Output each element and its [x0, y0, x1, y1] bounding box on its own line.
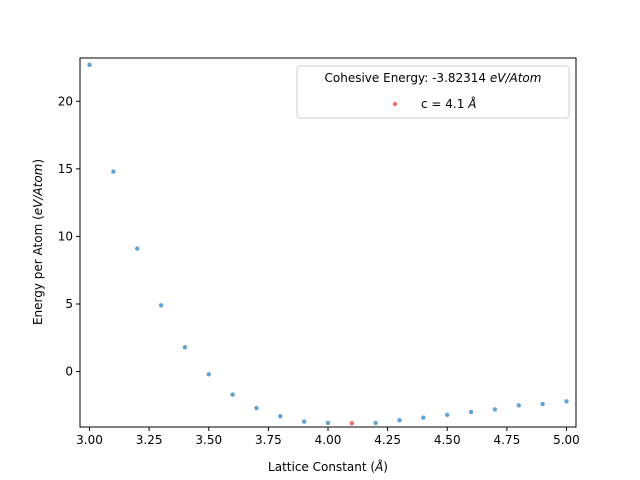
data-point	[301, 419, 307, 424]
y-tick-label: 15	[58, 162, 73, 176]
legend-title: Cohesive Energy: -3.82314 eV/Atom	[325, 71, 542, 85]
y-tick-label: 10	[58, 229, 73, 243]
data-point	[349, 421, 355, 426]
data-point	[230, 392, 235, 397]
y-ticks: 0 5 10 15 20	[58, 94, 80, 379]
x-tick-label: 3.00	[76, 433, 103, 447]
data-point	[445, 412, 450, 418]
legend-box	[296, 65, 570, 119]
data-point	[397, 418, 402, 423]
legend-entry-label: c = 4.1 Å	[421, 96, 476, 111]
x-tick-label: 4.25	[374, 433, 401, 447]
legend: Cohesive Energy: -3.82314 eV/Atom c = 4.…	[296, 65, 570, 119]
x-tick-label: 3.75	[255, 433, 282, 447]
data-point	[182, 345, 188, 350]
x-axis-label: Lattice Constant (Å)	[268, 459, 388, 474]
data-point	[421, 415, 426, 420]
data-point	[206, 372, 211, 377]
data-point	[135, 246, 140, 251]
y-axis-label: Energy per Atom (eV/Atom)	[31, 159, 45, 325]
x-tick-label: 4.75	[493, 433, 520, 447]
x-tick-label: 4.00	[315, 433, 342, 447]
x-tick-label: 3.50	[195, 433, 222, 447]
x-ticks: 3.00 3.25 3.50 3.75 4.00 4.25 4.50 4.75 5.00	[76, 427, 580, 447]
data-point	[492, 407, 498, 412]
data-point	[158, 303, 164, 308]
y-tick-label: 0	[65, 365, 73, 379]
data-point	[278, 413, 283, 419]
x-tick-label: 5.00	[553, 433, 580, 447]
data-point	[325, 420, 331, 426]
data-point	[87, 62, 92, 67]
points-layer	[87, 62, 569, 426]
data-point	[540, 401, 545, 407]
data-point	[254, 405, 259, 411]
y-tick-label: 5	[65, 297, 73, 311]
data-point	[111, 169, 116, 174]
legend-marker	[392, 101, 398, 107]
data-point	[516, 403, 521, 408]
data-point	[373, 420, 378, 426]
y-tick-label: 20	[58, 94, 73, 108]
data-point	[468, 409, 474, 415]
data-point	[564, 399, 569, 404]
x-tick-label: 3.25	[136, 433, 163, 447]
x-tick-label: 4.50	[434, 433, 461, 447]
